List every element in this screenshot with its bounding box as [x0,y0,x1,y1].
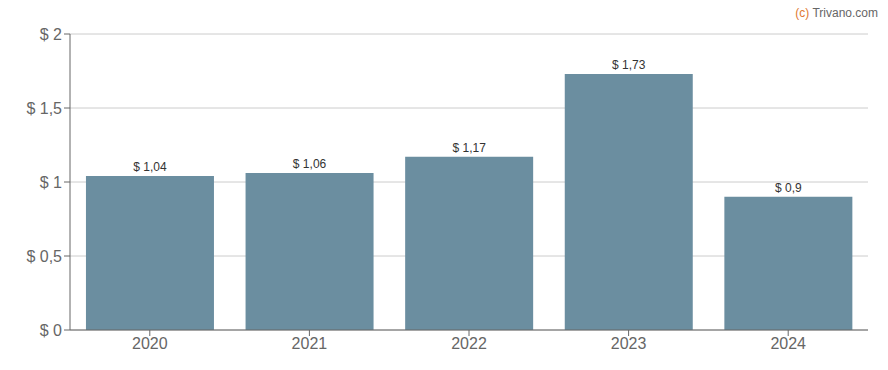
svg-text:2023: 2023 [611,335,647,352]
svg-text:$ 1,06: $ 1,06 [293,157,327,171]
svg-text:$ 0,5: $ 0,5 [26,248,62,265]
svg-text:$ 0,9: $ 0,9 [775,181,802,195]
svg-text:$ 0: $ 0 [40,322,62,339]
svg-text:2024: 2024 [770,335,806,352]
html-text:(c) Trivano.com: (c) Trivano.com [795,6,878,20]
svg-text:2020: 2020 [132,335,168,352]
svg-text:$ 1,04: $ 1,04 [133,160,167,174]
svg-text:$ 1: $ 1 [40,174,62,191]
svg-text:$ 2: $ 2 [40,26,62,43]
svg-text:2021: 2021 [292,335,328,352]
svg-text:2022: 2022 [451,335,487,352]
svg-text:$ 1,5: $ 1,5 [26,100,62,117]
svg-text:$ 1,73: $ 1,73 [612,58,646,72]
svg-text:$ 1,17: $ 1,17 [452,141,486,155]
